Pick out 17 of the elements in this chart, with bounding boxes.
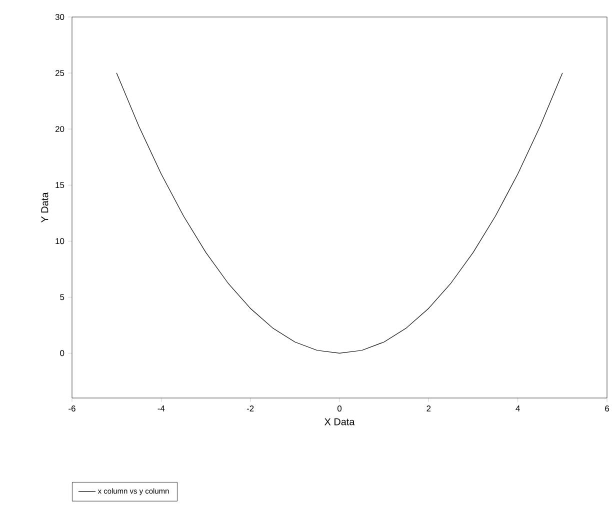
y-tick-label: 10 (56, 238, 64, 244)
x-tick-label: -4 (158, 406, 165, 412)
y-axis-title: Y Data (41, 192, 48, 223)
line-series (116, 72, 563, 354)
x-tick-label: -2 (246, 406, 254, 412)
x-tick-label: -6 (68, 406, 76, 412)
y-tick-label: 15 (56, 182, 64, 188)
y-tick-label: 30 (55, 14, 64, 20)
x-tick-label: 2 (426, 406, 431, 412)
y-tick-label: 20 (55, 126, 64, 132)
x-tick-label: 4 (516, 406, 520, 412)
y-tick-label: 5 (60, 294, 64, 300)
x-axis-title: X Data (324, 418, 355, 426)
x-tick-label: 6 (605, 406, 609, 412)
y-tick-label: 25 (55, 70, 64, 76)
x-tick-label: 0 (337, 406, 342, 412)
y-tick-label: 0 (60, 350, 64, 356)
